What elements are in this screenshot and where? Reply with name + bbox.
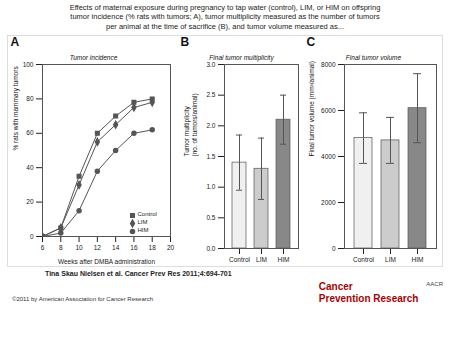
svg-text:LIM: LIM	[256, 256, 267, 263]
svg-text:40: 40	[26, 164, 34, 171]
svg-text:% rats with mammary tumors: % rats with mammary tumors	[12, 66, 20, 151]
svg-text:B: B	[181, 36, 190, 49]
svg-text:20: 20	[167, 244, 175, 251]
svg-text:A: A	[11, 36, 20, 49]
svg-text:60: 60	[26, 130, 34, 137]
svg-text:HIM: HIM	[278, 256, 290, 263]
svg-text:Tumor incidence: Tumor incidence	[70, 54, 118, 61]
svg-text:1.0: 1.0	[206, 183, 215, 190]
svg-text:Tumor multiplicity(no. of tumo: Tumor multiplicity(no. of tumors/animal)	[183, 93, 198, 156]
svg-text:2.0: 2.0	[206, 122, 215, 129]
svg-text:Weeks after DMBA administratio: Weeks after DMBA administration	[58, 258, 155, 265]
svg-text:0.5: 0.5	[206, 214, 215, 221]
svg-text:Final tumor volume (mm³/animal: Final tumor volume (mm³/animal)	[308, 61, 316, 156]
svg-text:HIM: HIM	[138, 227, 149, 233]
svg-text:2.5: 2.5	[206, 91, 215, 98]
svg-text:2000: 2000	[321, 199, 336, 206]
svg-text:C: C	[307, 36, 316, 49]
svg-text:Final tumor multiplicity: Final tumor multiplicity	[209, 54, 274, 62]
svg-text:18: 18	[149, 244, 157, 251]
svg-text:8: 8	[59, 244, 63, 251]
svg-text:6: 6	[41, 244, 45, 251]
svg-text:Control: Control	[229, 256, 251, 263]
svg-text:4000: 4000	[321, 153, 336, 160]
svg-text:6000: 6000	[321, 107, 336, 114]
svg-text:Control: Control	[138, 211, 157, 217]
svg-text:3.0: 3.0	[206, 61, 215, 68]
svg-text:1.5: 1.5	[206, 153, 215, 160]
svg-text:14: 14	[112, 244, 120, 251]
svg-text:100: 100	[23, 61, 34, 68]
svg-text:80: 80	[26, 95, 34, 102]
svg-text:20: 20	[26, 198, 34, 205]
svg-text:LIM: LIM	[138, 219, 148, 225]
svg-text:Control: Control	[353, 256, 375, 263]
svg-text:LIM: LIM	[385, 256, 396, 263]
svg-text:16: 16	[130, 244, 138, 251]
html-text:Tina Skau Nielsen et al. Cance: Tina Skau Nielsen et al. Cancer Prev Res…	[45, 270, 232, 278]
html-text:Effects of maternal exposure d: Effects of maternal exposure during preg…	[69, 3, 381, 31]
svg-text:0: 0	[30, 233, 34, 240]
svg-text:Final tumor volume: Final tumor volume	[346, 54, 402, 61]
svg-text:0: 0	[332, 245, 336, 252]
svg-text:HIM: HIM	[412, 256, 424, 263]
svg-text:8000: 8000	[321, 61, 336, 68]
svg-text:12: 12	[94, 244, 102, 251]
html-text:AACR: AACR	[426, 281, 443, 288]
svg-text:0.0: 0.0	[206, 245, 215, 252]
html-text:©2011 by American Association: ©2011 by American Association for Cancer…	[12, 296, 153, 303]
svg-text:10: 10	[75, 244, 83, 251]
html-text:Cancer Prevention Research: Cancer Prevention Research	[318, 281, 419, 304]
